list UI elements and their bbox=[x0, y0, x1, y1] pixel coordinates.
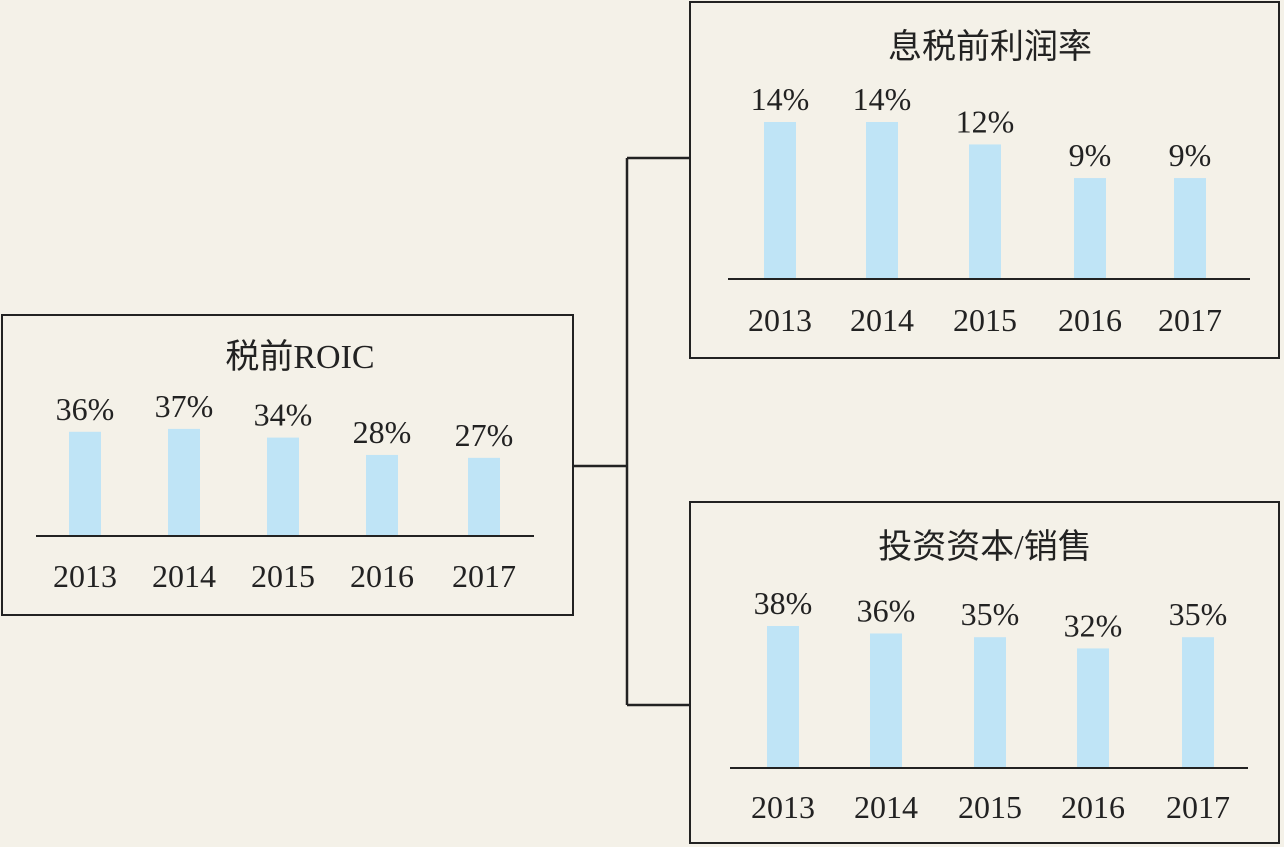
bar-2013 bbox=[767, 626, 799, 768]
bar-2016 bbox=[1074, 178, 1106, 279]
bar-2014 bbox=[866, 122, 898, 279]
bar-2014 bbox=[168, 428, 200, 536]
data-label-2016: 28% bbox=[353, 414, 412, 450]
bar-2017 bbox=[468, 457, 500, 536]
x-tick-label-2014: 2014 bbox=[850, 302, 914, 338]
data-label-2014: 37% bbox=[155, 388, 214, 424]
x-tick-label-2016: 2016 bbox=[1058, 302, 1122, 338]
x-tick-label-2015: 2015 bbox=[958, 789, 1022, 825]
data-label-2014: 36% bbox=[857, 592, 916, 628]
bar-2016 bbox=[366, 454, 398, 536]
bar-2014 bbox=[870, 633, 902, 768]
x-tick-label-2017: 2017 bbox=[452, 558, 516, 594]
bar-2017 bbox=[1174, 178, 1206, 279]
data-label-2017: 9% bbox=[1169, 137, 1212, 173]
data-label-2015: 35% bbox=[961, 596, 1020, 632]
x-tick-label-2015: 2015 bbox=[953, 302, 1017, 338]
x-tick-label-2017: 2017 bbox=[1166, 789, 1230, 825]
data-label-2017: 35% bbox=[1169, 596, 1228, 632]
chart-invested-capital-to-sales: 投资资本/销售 38% 36% 35% 32% 35% 2013 2014 2015 2016… bbox=[730, 528, 1248, 825]
bar-2013 bbox=[764, 122, 796, 279]
bar-2015 bbox=[267, 437, 299, 536]
chart-title: 投资资本/销售 bbox=[878, 528, 1091, 566]
chart-title: 税前ROIC bbox=[225, 338, 374, 376]
chart-title: 息税前利润率 bbox=[888, 28, 1092, 66]
bar-2013 bbox=[69, 431, 101, 536]
data-label-2013: 14% bbox=[751, 81, 810, 117]
tree-connector bbox=[573, 156, 690, 707]
chart-roic: 税前ROIC 36% 37% 34% 28% 27% 2013 2014 2015 2016 2… bbox=[36, 338, 534, 594]
x-tick-label-2014: 2014 bbox=[854, 789, 918, 825]
panel-frame-ebit-margin bbox=[689, 1, 1280, 359]
x-tick-label-2016: 2016 bbox=[350, 558, 414, 594]
bar-2017 bbox=[1182, 637, 1214, 768]
data-label-2013: 38% bbox=[754, 585, 813, 621]
data-label-2015: 34% bbox=[254, 397, 313, 433]
bar-2016 bbox=[1077, 648, 1109, 768]
data-label-2016: 32% bbox=[1064, 607, 1123, 643]
x-tick-label-2017: 2017 bbox=[1158, 302, 1222, 338]
x-tick-label-2015: 2015 bbox=[251, 558, 315, 594]
data-label-2016: 9% bbox=[1069, 137, 1112, 173]
data-label-2017: 27% bbox=[455, 417, 514, 453]
x-tick-label-2014: 2014 bbox=[152, 558, 216, 594]
x-tick-label-2016: 2016 bbox=[1061, 789, 1125, 825]
x-tick-label-2013: 2013 bbox=[748, 302, 812, 338]
panel-frame-roic bbox=[1, 314, 574, 616]
x-tick-label-2013: 2013 bbox=[53, 558, 117, 594]
x-tick-label-2013: 2013 bbox=[751, 789, 815, 825]
data-label-2014: 14% bbox=[853, 81, 912, 117]
bar-2015 bbox=[974, 637, 1006, 768]
bar-2015 bbox=[969, 144, 1001, 279]
chart-ebit-margin: 息税前利润率 14% 14% 12% 9% 9% 2013 2014 2015 2016 201… bbox=[728, 28, 1250, 338]
data-label-2015: 12% bbox=[956, 103, 1015, 139]
panel-frame-invested-capital bbox=[689, 501, 1280, 844]
data-label-2013: 36% bbox=[56, 391, 115, 427]
